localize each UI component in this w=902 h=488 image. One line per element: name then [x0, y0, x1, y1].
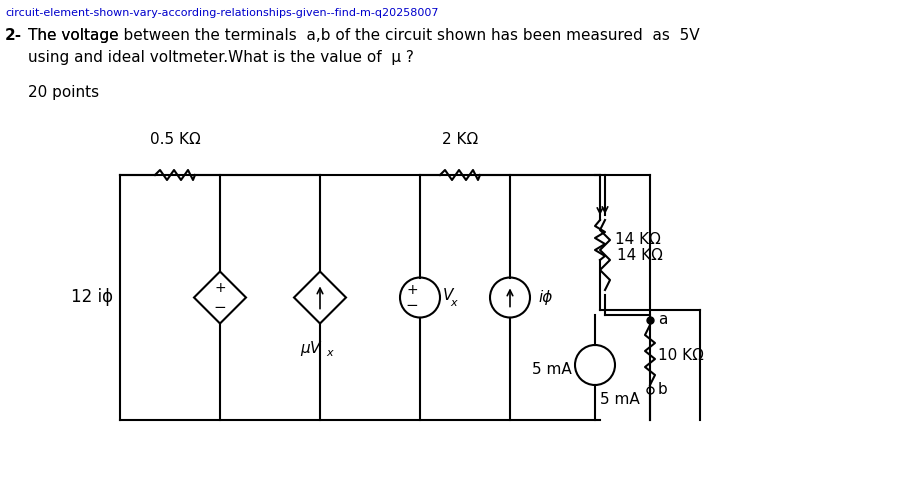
Text: −: −: [405, 298, 418, 313]
Text: −: −: [214, 300, 226, 315]
Text: 14 KΩ: 14 KΩ: [616, 247, 662, 263]
Text: 0.5 KΩ: 0.5 KΩ: [150, 132, 200, 147]
Text: 14 KΩ: 14 KΩ: [614, 232, 660, 247]
Text: using and ideal voltmeter.What is the value of  μ ?: using and ideal voltmeter.What is the va…: [28, 50, 413, 65]
Text: The voltage between the terminals  a,b of the circuit shown has been measured  a: The voltage between the terminals a,b of…: [28, 28, 699, 43]
Text: a: a: [658, 312, 667, 327]
Text: The voltage: The voltage: [28, 28, 118, 43]
Text: iϕ: iϕ: [538, 290, 552, 305]
Text: 5 mA: 5 mA: [531, 363, 571, 378]
Text: 20 points: 20 points: [28, 85, 99, 100]
Text: +: +: [214, 281, 226, 294]
Text: $\mu V$: $\mu V$: [300, 340, 323, 359]
Text: 2-: 2-: [5, 28, 23, 43]
Text: $x$: $x$: [449, 298, 458, 307]
Text: $x$: $x$: [325, 347, 334, 358]
Text: 12 iϕ: 12 iϕ: [71, 288, 113, 306]
Text: circuit-element-shown-vary-according-relationships-given--find-m-q20258007: circuit-element-shown-vary-according-rel…: [5, 8, 438, 18]
Text: 2 KΩ: 2 KΩ: [441, 132, 477, 147]
Text: 5 mA: 5 mA: [599, 392, 639, 407]
Text: b: b: [658, 383, 667, 398]
Text: +: +: [406, 284, 418, 298]
Text: $V$: $V$: [441, 286, 455, 303]
Text: 10 KΩ: 10 KΩ: [658, 347, 703, 363]
